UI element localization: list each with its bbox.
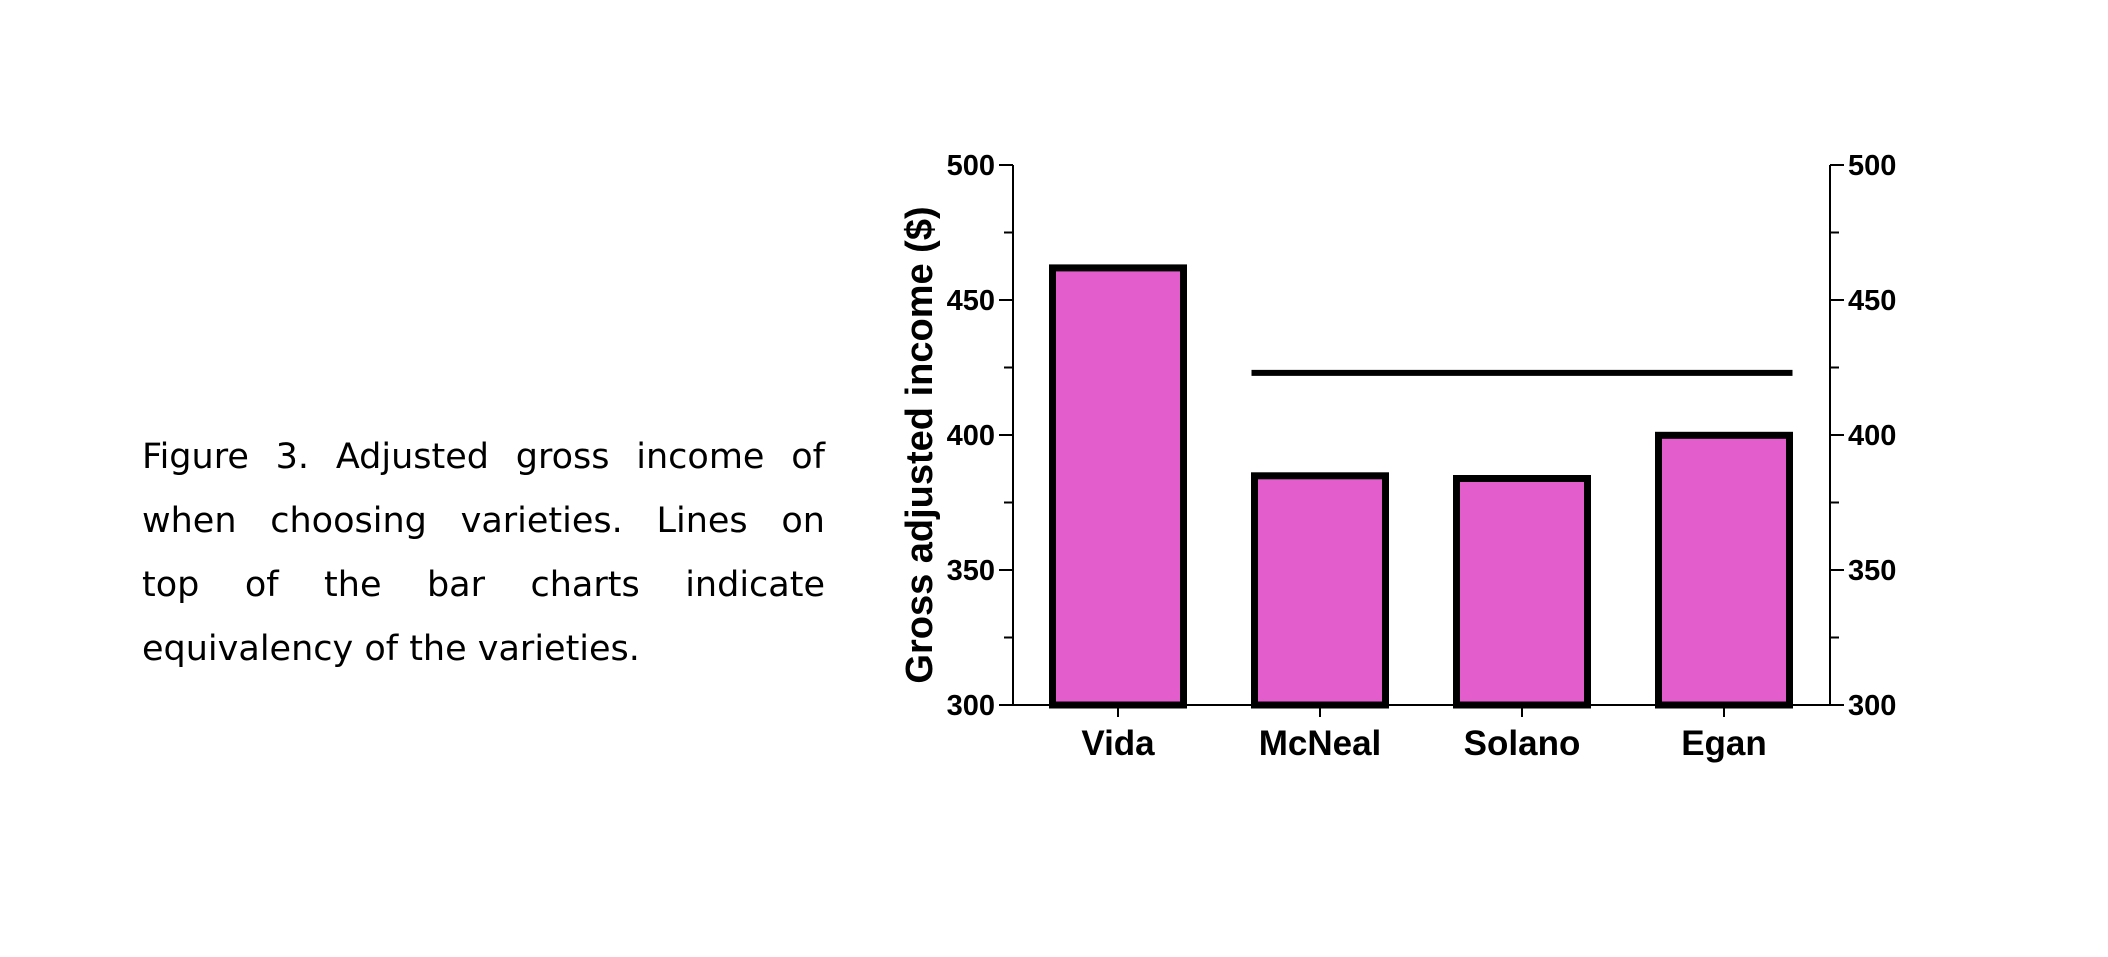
x-tick-label-mcneal: McNeal (1259, 724, 1382, 763)
y-tick-label-right: 400 (1848, 420, 1896, 452)
figure-caption: Figure 3. Adjusted gross income of when … (142, 425, 825, 681)
y-tick-label-right: 300 (1848, 690, 1896, 722)
caption-line: when choosing varieties. Lines on (142, 501, 825, 541)
caption-line: top of the bar charts indicate (142, 565, 825, 605)
y-tick-label-left: 400 (947, 420, 995, 452)
y-tick-label-right: 350 (1848, 555, 1896, 587)
bar-solano (1453, 475, 1591, 709)
x-tick-label-solano: Solano (1464, 724, 1581, 763)
bar-vida (1049, 264, 1187, 709)
labels: 300 300 350 350 400 400 450 450 500 500 Vida McNeal… (947, 150, 1897, 763)
y-tick-label-left: 500 (947, 150, 995, 182)
bar-egan (1655, 431, 1793, 709)
y-tick-label-left: 300 (947, 690, 995, 722)
x-tick-label-egan: Egan (1681, 724, 1767, 763)
bar-mcneal (1251, 472, 1389, 709)
caption-line: Figure 3. Adjusted gross income of (142, 437, 825, 477)
bars (1049, 264, 1793, 709)
y-tick-label-right: 500 (1848, 150, 1896, 182)
caption-line: equivalency of the varieties. (142, 629, 640, 669)
x-tick-label-vida: Vida (1081, 724, 1155, 763)
y-tick-label-left: 350 (947, 555, 995, 587)
y-axis-title: Gross adjusted income ($) (899, 206, 941, 683)
y-tick-label-left: 450 (947, 285, 995, 317)
y-tick-label-right: 450 (1848, 285, 1896, 317)
